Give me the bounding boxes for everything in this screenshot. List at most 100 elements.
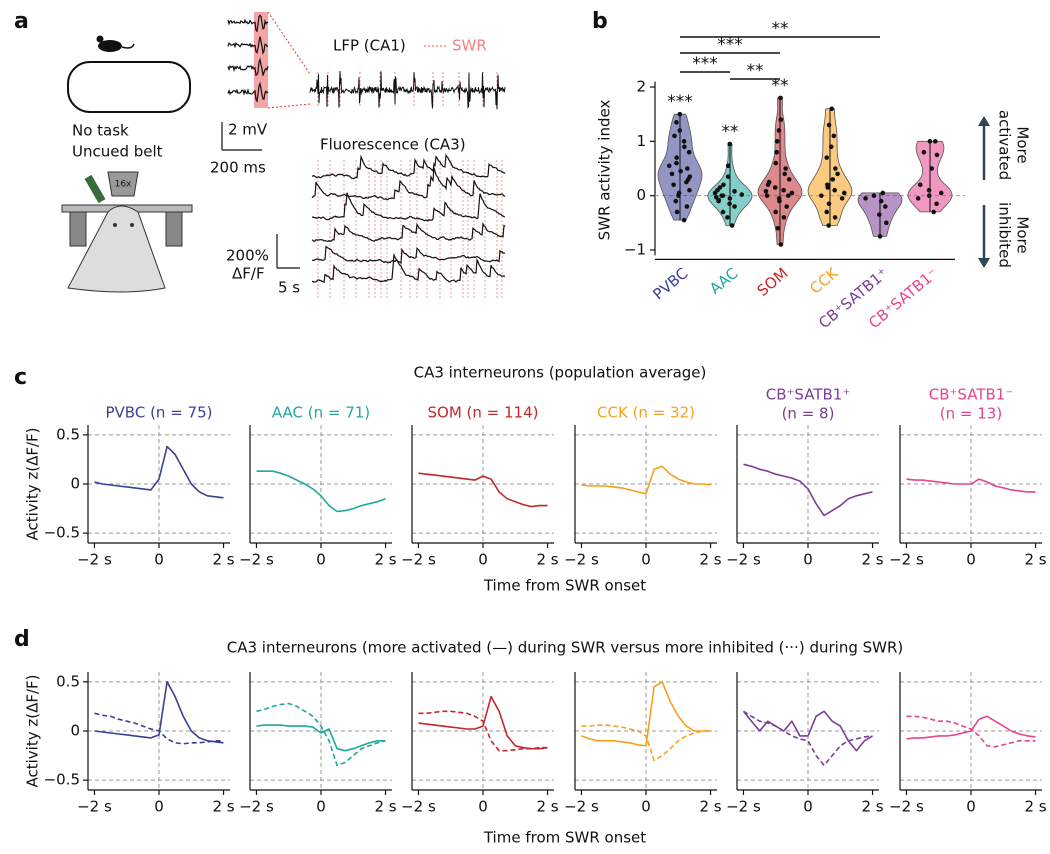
significance-label: *** [692,54,718,74]
data-point [782,171,787,177]
series-line [581,681,711,747]
data-point [713,194,719,200]
data-point [773,209,778,215]
data-point [773,160,779,166]
data-point [926,193,932,198]
y-tick-label: 0.5 [56,425,80,443]
arrow-head [978,116,990,126]
data-point [682,144,687,150]
data-point [686,149,692,155]
data-point [729,223,735,228]
data-point [721,182,726,188]
series-line [418,695,548,750]
x-tick-label: −2 s [401,798,436,816]
laser [84,174,106,204]
data-point [687,174,693,179]
panel-title: AAC (n = 71) [272,404,370,422]
x-tick-label: 2 s [536,551,558,569]
data-point [778,117,784,122]
x-tick-label: 2 s [374,798,396,816]
annotation: More [1014,126,1032,163]
objective [107,171,139,197]
series-line [418,710,548,752]
x-tick-label: AAC [706,264,741,298]
data-point [778,95,783,101]
data-point [824,209,830,215]
y-tick-label: −0.5 [44,524,80,542]
data-point [725,174,731,179]
scale-label: 200% [226,247,269,265]
lfp-snippet [227,81,269,103]
post [165,211,183,247]
significance-star: ** [722,122,739,142]
data-point [674,160,679,166]
data-point [831,133,837,139]
x-tick-label: 0 [478,551,488,569]
panel-label: d [14,627,30,652]
microscope-illustration: 16x [61,171,193,293]
data-point [720,193,726,198]
panel-title: CCK (n = 32) [597,404,695,422]
data-point [669,171,675,177]
series-line [906,715,1036,748]
x-tick-label: 0 [154,798,164,816]
data-point [871,193,877,198]
mouse-body [98,40,122,52]
x-tick-label: 0 [316,551,326,569]
data-point [725,163,731,169]
x-tick-label: 0 [966,798,976,816]
fluorescence-trace [311,167,506,201]
x-tick-label: 2 s [699,798,721,816]
x-tick-label: −2 s [889,798,924,816]
panel-title: PVBC (n = 75) [106,404,213,422]
annotation: More [1014,216,1032,253]
section-title: CA3 interneurons (population average) [414,364,707,382]
mouse-eye [113,223,117,227]
data-point [766,179,772,185]
data-point [677,111,683,117]
data-point [826,223,831,228]
data-point [781,215,787,220]
x-tick-label: 0 [478,798,488,816]
data-point [677,128,683,133]
y-tick-label: 1 [636,132,646,150]
x-tick-label: −2 s [889,551,924,569]
lfp-snippet [227,36,269,56]
data-point [835,171,840,177]
data-point [687,187,692,193]
fluorescence-title: Fluorescence (CA3) [320,136,466,154]
x-tick-label: 2 s [212,798,234,816]
significance-label: ** [772,19,789,39]
x-tick-label: 0 [641,551,651,569]
data-point [824,155,830,160]
task-text: No task [72,122,129,140]
data-point [880,190,886,196]
data-point [876,212,882,217]
series-line [581,724,711,762]
x-tick-label: CCK [806,263,842,297]
y-tick-label: 2 [636,78,646,96]
data-point [826,201,832,207]
x-tick-label: −2 s [77,798,112,816]
series-line [94,681,224,744]
data-point [783,166,788,171]
y-tick-label: 0.5 [56,672,80,690]
objective-label: 16x [115,180,132,190]
series-line [906,478,1036,493]
panel-label: c [14,365,27,390]
lfp-snippet [227,14,269,33]
task-text: Uncued belt [72,143,163,161]
lfp-snippet [227,57,269,77]
y-axis-label: Activity z(ΔF/F) [24,427,42,540]
annotation: inhibited [996,202,1014,268]
series-line [743,463,873,517]
data-point [883,204,888,209]
data-point [929,166,935,171]
series-line [256,470,386,513]
data-point [681,217,687,223]
data-point [839,196,845,201]
lfp-title: LFP (CA1) [333,37,406,55]
data-point [727,201,732,207]
data-point [931,209,936,215]
